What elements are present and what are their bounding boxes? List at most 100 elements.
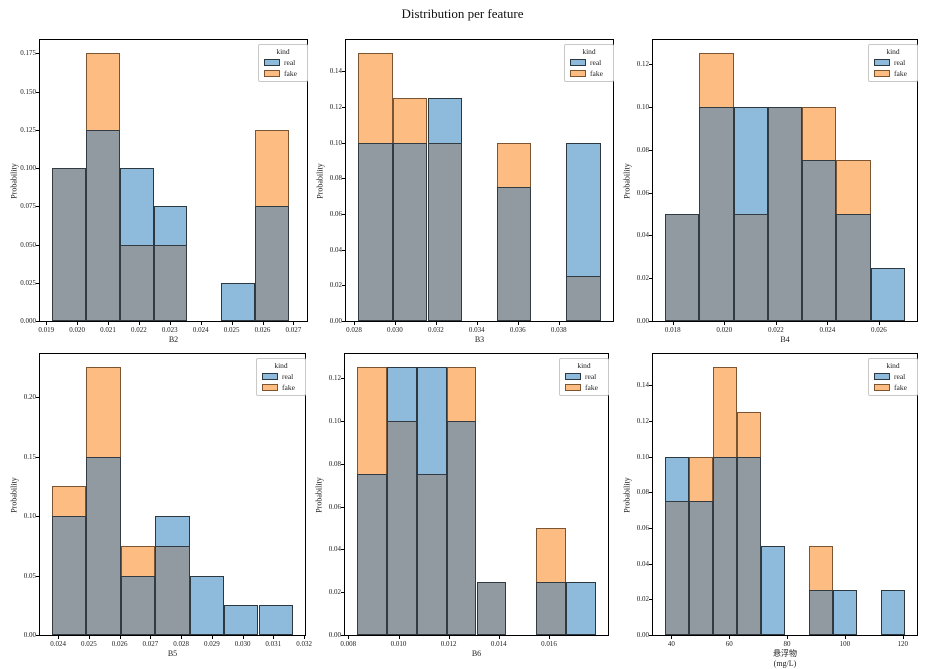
bar-overlap xyxy=(357,474,387,635)
bar-real xyxy=(258,605,293,635)
x-tick-label: 0.028 xyxy=(346,326,362,334)
x-tick-label: 0.027 xyxy=(142,640,159,648)
bar-real xyxy=(833,590,857,635)
subplot-2-axes: 0.028 0.030 0.032 0.034 0.036 0.038 0.00 0.02 0.… xyxy=(316,39,614,344)
x-tick-label: 0.021 xyxy=(100,326,116,334)
y-tick-mark xyxy=(341,592,344,594)
legend-swatch-real xyxy=(874,59,890,66)
legend-entry-fake: fake xyxy=(570,69,608,78)
x-tick-label: 0.032 xyxy=(296,640,312,648)
bar-overlap xyxy=(737,456,761,635)
x-tick-mark xyxy=(348,636,350,639)
y-tick-mark xyxy=(36,635,39,636)
bar-overlap xyxy=(689,501,713,635)
y-tick-label: 0.12 xyxy=(636,416,649,425)
x-tick-mark xyxy=(77,322,79,325)
bar-overlap xyxy=(496,187,532,321)
x-tick-label: 0.024 xyxy=(50,640,66,648)
x-tick-mark xyxy=(88,636,90,639)
bar-real xyxy=(224,605,259,635)
y-tick-mark xyxy=(649,235,652,237)
x-tick-mark xyxy=(58,636,60,639)
legend: kind real fake xyxy=(559,358,609,396)
legend-swatch-real xyxy=(264,59,280,66)
y-tick-label: 0.10 xyxy=(23,512,36,521)
y-tick-label: 0.00 xyxy=(328,631,341,639)
x-tick-label: 0.031 xyxy=(265,640,282,648)
x-tick-label: 0.038 xyxy=(550,326,567,334)
y-tick-mark xyxy=(36,129,39,131)
bar-real xyxy=(870,267,905,321)
x-tick-label: 0.012 xyxy=(440,640,457,648)
x-tick-label: 0.020 xyxy=(69,326,85,334)
x-tick-mark xyxy=(273,636,275,639)
y-tick-label: 0.20 xyxy=(23,393,36,402)
y-tick-mark xyxy=(341,549,344,551)
bar-real xyxy=(221,282,256,321)
y-tick-mark xyxy=(36,575,39,577)
figure-title: Distribution per feature xyxy=(401,6,524,21)
y-tick-mark xyxy=(342,71,345,73)
legend-entry-real: real xyxy=(262,372,300,381)
legend-label: fake xyxy=(585,383,598,392)
legend-swatch-fake xyxy=(874,384,890,391)
y-tick-mark xyxy=(342,249,345,251)
legend-label: fake xyxy=(590,69,603,78)
x-tick-label: 0.024 xyxy=(192,326,209,334)
x-axis-label-line: B4 xyxy=(780,335,790,344)
legend: kind real fake xyxy=(868,44,918,82)
y-tick-mark xyxy=(649,278,652,280)
y-tick-label: 0.12 xyxy=(329,102,342,111)
x-tick-label: 0.016 xyxy=(541,640,557,648)
y-tick-mark xyxy=(649,563,652,565)
y-tick-label: 0.12 xyxy=(636,60,649,69)
y-tick-label: 0.04 xyxy=(329,245,342,254)
y-tick-label: 0.08 xyxy=(329,174,342,183)
x-axis-label: B6 xyxy=(472,649,481,659)
bar-overlap xyxy=(358,142,393,321)
y-tick-mark xyxy=(649,385,652,387)
legend-label: fake xyxy=(894,69,907,78)
bar-overlap xyxy=(665,214,700,321)
y-tick-mark xyxy=(36,282,39,284)
x-tick-mark xyxy=(549,636,550,639)
x-tick-mark xyxy=(672,322,674,325)
y-tick-mark xyxy=(341,378,344,380)
x-tick-label: 0.022 xyxy=(768,326,784,334)
subplot-5-axes: 0.008 0.010 0.012 0.014 0.016 0.00 0.02 0.04 0.0… xyxy=(315,353,609,658)
x-tick-mark xyxy=(671,636,673,639)
x-tick-mark xyxy=(293,322,295,325)
subplot-4-axes: 0.024 0.025 0.026 0.027 0.028 0.029 0.030 0.031… xyxy=(10,353,312,658)
x-tick-mark xyxy=(119,636,121,639)
subplot-1-axes: 0.019 0.020 0.021 0.022 0.023 0.024 0.025 0.026… xyxy=(10,39,308,344)
y-tick-label: 0.06 xyxy=(329,210,342,218)
legend-title: kind xyxy=(577,361,591,370)
legend-swatch-fake xyxy=(565,384,581,391)
y-tick-label: 0.02 xyxy=(636,595,649,604)
y-tick-label: 0.08 xyxy=(636,145,649,154)
bar-overlap xyxy=(386,420,417,635)
x-tick-label: 0.024 xyxy=(819,326,836,334)
y-tick-label: 0.02 xyxy=(328,588,341,597)
x-tick-mark xyxy=(775,322,777,325)
y-tick-label: 0.125 xyxy=(20,125,36,134)
x-tick-mark xyxy=(46,322,48,325)
x-tick-mark xyxy=(498,636,500,639)
legend-label: real xyxy=(894,58,906,67)
legend-title: kind xyxy=(276,47,290,56)
x-tick-mark xyxy=(200,322,202,325)
x-tick-label: 80 xyxy=(783,640,791,648)
x-tick-label: 0.010 xyxy=(390,640,407,648)
legend-swatch-fake xyxy=(570,70,586,77)
x-tick-label: 0.030 xyxy=(387,326,403,334)
x-tick-mark xyxy=(398,636,400,639)
y-tick-label: 0.14 xyxy=(636,381,649,390)
legend-swatch-real xyxy=(874,373,890,380)
legend: kind real fake xyxy=(868,358,918,396)
bar-overlap xyxy=(665,501,689,635)
y-axis-label: Probability xyxy=(9,476,19,513)
legend-label: real xyxy=(894,372,906,381)
y-tick-label: 0.00 xyxy=(23,631,36,639)
x-tick-mark xyxy=(231,322,233,325)
legend-entry-fake: fake xyxy=(264,69,302,78)
